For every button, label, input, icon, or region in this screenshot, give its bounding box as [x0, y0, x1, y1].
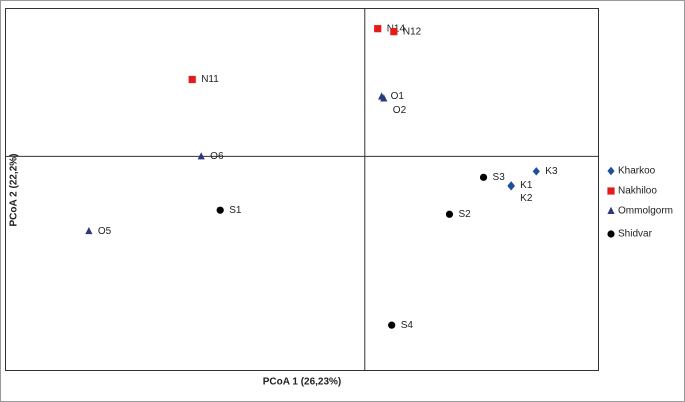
point-label: N12	[403, 26, 422, 37]
point	[390, 28, 398, 36]
point	[507, 182, 515, 191]
point-label: O2	[393, 105, 407, 116]
point	[188, 75, 196, 84]
point	[85, 226, 93, 235]
point	[197, 152, 205, 160]
legend-label: Shidvar	[618, 229, 653, 240]
point-label: S2	[458, 209, 471, 220]
point-label: S3	[493, 172, 506, 183]
plot-border	[5, 8, 599, 371]
point	[607, 206, 615, 214]
point	[607, 230, 615, 238]
point-label: S4	[401, 320, 414, 331]
y-axis-label: PCoA 2 (22,2%)	[9, 154, 20, 227]
legend-label: Kharkoo	[618, 166, 656, 177]
point	[479, 173, 488, 181]
point-label: O1	[391, 91, 405, 102]
point	[216, 206, 224, 214]
point-label: O6	[210, 151, 224, 162]
point-label: K1	[520, 180, 533, 191]
point-label: K2	[520, 193, 533, 204]
point	[388, 321, 396, 329]
point	[374, 25, 382, 33]
point	[445, 210, 454, 218]
point	[532, 167, 540, 176]
point-label: K3	[545, 166, 558, 177]
point-label: N11	[201, 74, 219, 85]
x-axis-label: PCoA 1 (26,23%)	[263, 377, 342, 388]
point-label: S1	[229, 205, 242, 216]
point	[607, 187, 615, 195]
point	[380, 94, 388, 102]
legend-label: Ommolgorm	[618, 206, 673, 217]
point	[607, 166, 615, 176]
legend-label: Nakhiloo	[618, 186, 657, 197]
point-label: O5	[98, 226, 112, 237]
